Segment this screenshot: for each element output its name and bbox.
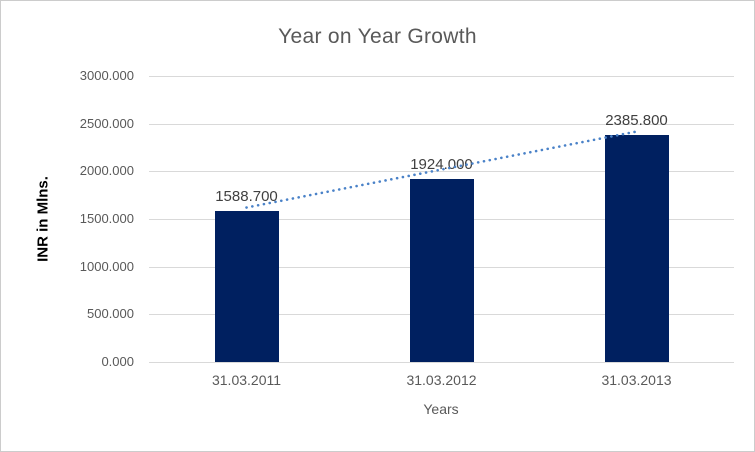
y-tick-label: 3000.000 [79,68,134,83]
x-axis-line [149,362,734,363]
y-tick-label: 1000.000 [79,258,134,274]
y-tick-label: 2500.000 [79,115,134,131]
y-tick-label: 0.000 [101,354,134,369]
chart-title: Year on Year Growth [278,25,477,48]
y-tick-label: 500.000 [87,306,134,322]
y-tick-label: 2000.000 [79,163,134,179]
x-axis-title: Years [423,401,459,417]
bar-value-label: 1924.000 [410,155,473,173]
x-tick-label: 31.03.2012 [406,372,477,388]
bar [214,210,279,362]
bar-value-label: 2385.800 [605,111,668,129]
x-tick-label: 31.03.2013 [601,372,672,388]
gridline [149,76,734,77]
bar-value-label: 1588.700 [215,187,278,205]
bar [604,134,669,362]
gridline [149,123,734,125]
bar [409,178,474,362]
x-tick-label: 31.03.2011 [211,372,282,388]
y-tick-label: 1500.000 [79,211,134,226]
